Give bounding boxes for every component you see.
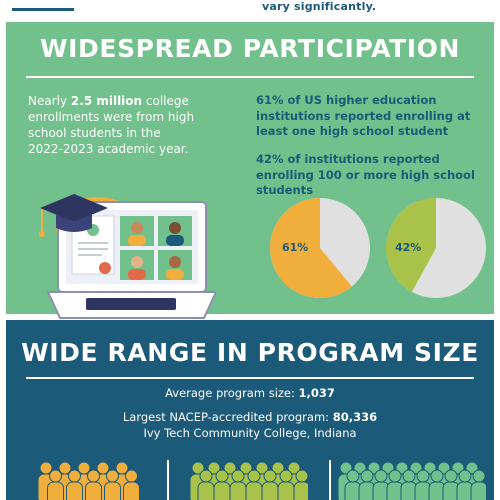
keyboard (86, 298, 176, 310)
enrollment-text: Nearly 2.5 million college enrollments w… (28, 93, 198, 157)
person-silhouette (47, 469, 64, 500)
stat-institutions-hundred: 42% of institutions reported enrolling 1… (256, 152, 475, 197)
participation-section: WIDESPREAD PARTICIPATION Nearly 2.5 mill… (6, 22, 494, 319)
crowd-medium-icon (189, 461, 308, 500)
laptop-illustration (39, 194, 216, 319)
person-body (166, 235, 184, 246)
average-size: Average program size: 1,037 (6, 386, 494, 400)
person-silhouette (261, 469, 279, 500)
person-silhouette (277, 469, 295, 500)
person-icon (169, 256, 181, 268)
pie-chart-one (270, 198, 370, 298)
column-divider (329, 460, 331, 500)
crowd-large-icon (337, 461, 486, 500)
person-silhouette (372, 469, 390, 500)
average-value: 1,037 (298, 386, 335, 400)
person-silhouette (442, 469, 460, 500)
video-grid (120, 216, 192, 280)
largest-program-name: Ivy Tech Community College, Indiana (143, 426, 357, 440)
ribbon-icon (99, 262, 111, 274)
top-underline (12, 8, 74, 11)
person-silhouette (245, 469, 263, 500)
title-rule (26, 377, 474, 379)
top-strip: vary significantly. (0, 0, 500, 22)
crowd-small-icon (37, 461, 140, 500)
person-body (128, 235, 146, 246)
enrollment-prefix: Nearly (28, 94, 71, 108)
person-silhouette (414, 469, 432, 500)
largest-value: 80,336 (332, 410, 378, 424)
pie-slice (270, 198, 352, 298)
person-silhouette (197, 469, 215, 500)
person-silhouette (293, 469, 308, 500)
program-size-section: WIDE RANGE IN PROGRAM SIZE Average progr… (6, 320, 494, 500)
largest-program: Largest NACEP-accredited program: 80,336 (6, 410, 494, 424)
person-silhouette (85, 469, 102, 500)
person-silhouette (104, 469, 121, 500)
person-silhouette (66, 469, 83, 500)
participation-title: WIDESPREAD PARTICIPATION (39, 34, 461, 63)
person-body (128, 269, 146, 280)
person-icon (131, 256, 143, 268)
program-size-title: WIDE RANGE IN PROGRAM SIZE (21, 338, 479, 367)
largest-label: Largest NACEP-accredited program: (122, 410, 333, 424)
person-silhouette (470, 469, 486, 500)
person-icon (169, 222, 181, 234)
person-body (166, 269, 184, 280)
column-divider (167, 460, 169, 500)
person-silhouette (229, 469, 247, 500)
person-silhouette (456, 469, 474, 500)
person-silhouette (400, 469, 418, 500)
graduation-cap-icon (39, 194, 108, 237)
stat-institutions-one: 61% of US higher education institutions … (256, 93, 471, 138)
enrollment-highlight: 2.5 million (70, 94, 143, 108)
average-label: Average program size: (165, 386, 299, 400)
enrollment-suffix: college enrollments were from high schoo… (28, 94, 195, 156)
person-silhouette (213, 469, 231, 500)
top-note: vary significantly. (262, 0, 377, 13)
certificate-line (78, 248, 108, 250)
pie-label-one: 61% (282, 241, 309, 254)
pie-chart-two (386, 198, 486, 298)
certificate-line (78, 242, 108, 244)
pie-label-two: 42% (395, 241, 422, 254)
certificate-line (78, 254, 102, 256)
person-icon (131, 222, 143, 234)
person-silhouette (428, 469, 446, 500)
person-silhouette (123, 469, 140, 500)
pie-slice (386, 198, 436, 292)
title-rule (26, 76, 474, 78)
